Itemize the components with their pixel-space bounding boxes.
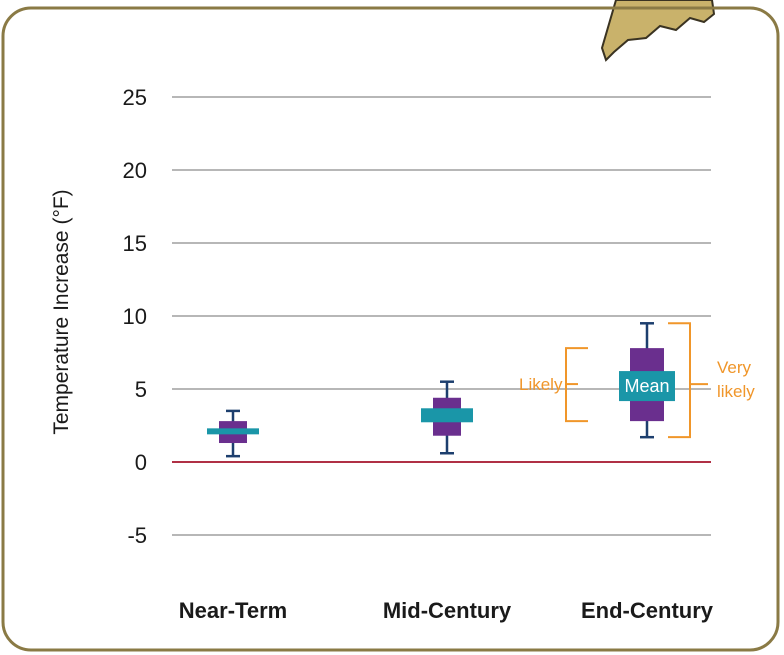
very-likely-label-line1: Very [717, 358, 752, 377]
y-tick-label: 5 [135, 377, 147, 402]
y-tick-label: 0 [135, 450, 147, 475]
category-label: Near-Term [179, 598, 287, 623]
chart-frame [1, 6, 780, 652]
y-tick-label: 20 [123, 158, 147, 183]
mean-marker [421, 408, 473, 423]
y-tick-label: -5 [127, 523, 147, 548]
y-tick-label: 25 [123, 85, 147, 110]
y-tick-label: 10 [123, 304, 147, 329]
mean-marker [207, 428, 259, 435]
box-mid-century [421, 380, 473, 455]
category-label: End-Century [581, 598, 714, 623]
likely-label: Likely [519, 375, 563, 394]
category-label: Mid-Century [383, 598, 512, 623]
box-end-century: Mean [619, 322, 675, 439]
very-likely-bracket [668, 322, 691, 439]
box-near-term [207, 409, 259, 458]
y-tick-label: 15 [123, 231, 147, 256]
very-likely-label-line2: likely [717, 382, 755, 401]
y-axis-title: Temperature Increase (°F) [50, 189, 73, 434]
mean-marker [619, 371, 675, 402]
map-fragment [600, 0, 716, 62]
mean-label: Mean [624, 376, 669, 396]
